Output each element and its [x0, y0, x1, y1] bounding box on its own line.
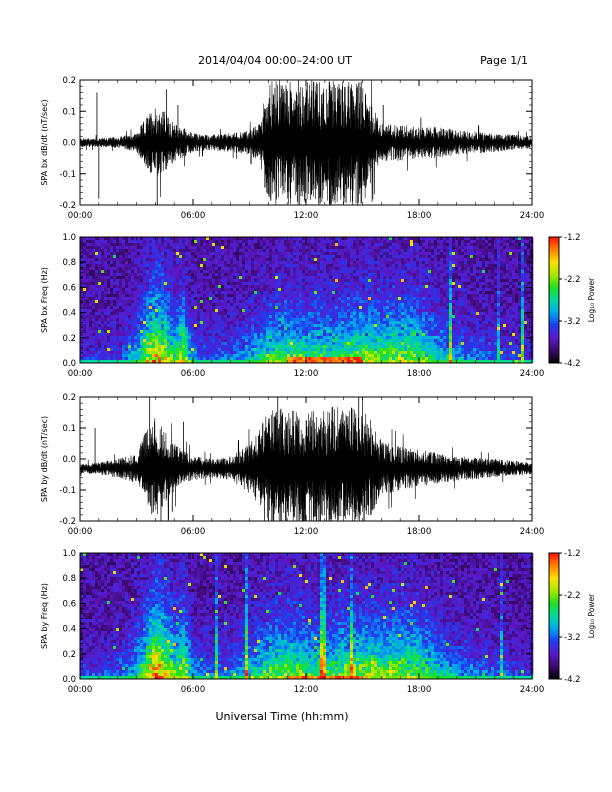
y-axis-label: SPA by dB/dt (nT/sec): [40, 416, 49, 502]
x-tick-label: 24:00: [520, 369, 545, 379]
page-number: Page 1/1: [480, 54, 528, 67]
y-tick-label: 0.6: [62, 599, 76, 609]
colorbar-tick-label: -4.2: [564, 675, 581, 685]
colorbar: -1.2 -2.2 -3.2 -4.2 Log₁₀ Power: [548, 233, 596, 369]
waveform-trace: [80, 397, 532, 521]
colorbar-tick-label: -3.2: [564, 317, 581, 327]
colorbar-tick-label: -1.2: [564, 549, 581, 559]
x-tick-label: 00:00: [68, 211, 93, 221]
x-tick-label: 12:00: [294, 685, 319, 695]
y-tick-label: 0.2: [62, 393, 76, 403]
y-tick-label: 0.4: [62, 309, 76, 319]
x-tick-label: 24:00: [520, 685, 545, 695]
colorbar-tick-label: -3.2: [564, 633, 581, 643]
panel-by-spectrogram: 1.0 0.8 0.6 0.4 0.2 0.000:00 06:00 12:00 18:00 24…: [40, 549, 596, 695]
x-tick-label: 18:00: [407, 527, 432, 537]
x-tick-label: 00:00: [68, 527, 93, 537]
x-tick-label: 18:00: [407, 369, 432, 379]
x-tick-label: 12:00: [294, 211, 319, 221]
y-tick-label: 0.2: [62, 650, 76, 660]
spectrogram-cells: [80, 553, 534, 680]
y-tick-label: 1.0: [62, 549, 76, 559]
y-tick-label: 0.1: [62, 107, 76, 117]
y-tick-label: -0.2: [59, 517, 76, 527]
colorbar-label: Log₁₀ Power: [587, 277, 596, 322]
y-tick-label: 0.4: [62, 625, 76, 635]
y-tick-label: 0.6: [62, 283, 76, 293]
x-tick-label: 12:00: [294, 527, 319, 537]
y-tick-label: 0.0: [62, 359, 76, 369]
figure-title: 2014/04/04 00:00–24:00 UT: [198, 54, 352, 67]
colorbar-tick-label: -2.2: [564, 591, 581, 601]
colorbar-frame: [548, 552, 560, 680]
x-tick-label: 06:00: [181, 527, 206, 537]
x-axis-label: Universal Time (hh:mm): [216, 710, 349, 723]
x-tick-label: 06:00: [181, 369, 206, 379]
y-tick-label: 0.1: [62, 424, 76, 434]
y-tick-label: 0.0: [62, 455, 76, 465]
x-tick-label: 00:00: [68, 369, 93, 379]
x-tick-label: 06:00: [181, 685, 206, 695]
y-axis-label: SPA bx Freq (Hz): [40, 267, 49, 333]
y-tick-label: -0.1: [59, 170, 76, 180]
y-tick-label: 0.0: [62, 139, 76, 149]
x-tick-label: 00:00: [68, 685, 93, 695]
y-tick-label: 0.8: [62, 258, 76, 268]
colorbar-tick-label: -4.2: [564, 359, 581, 369]
y-tick-label: 0.2: [62, 76, 76, 86]
colorbar-label: Log₁₀ Power: [587, 593, 596, 638]
colorbar: -1.2 -2.2 -3.2 -4.2 Log₁₀ Power: [548, 549, 596, 685]
y-tick-label: -0.2: [59, 201, 76, 211]
colorbar-tick-label: -1.2: [564, 233, 581, 243]
x-tick-label: 18:00: [407, 685, 432, 695]
y-tick-label: 0.0: [62, 675, 76, 685]
y-tick-label: 0.2: [62, 334, 76, 344]
y-tick-label: -0.1: [59, 486, 76, 496]
y-axis-label: SPA by Freq (Hz): [40, 583, 49, 649]
panel-bx-waveform: 0.2 0.1 0.0 -0.1 -0.200:00 06:00 12:00 18:00 24:…: [40, 76, 545, 221]
y-axis-label: SPA bx dB/dt (nT/sec): [40, 99, 49, 185]
x-tick-label: 24:00: [520, 211, 545, 221]
y-tick-label: 0.8: [62, 574, 76, 584]
x-tick-label: 18:00: [407, 211, 432, 221]
y-tick-label: 1.0: [62, 233, 76, 243]
panel-by-waveform: 0.2 0.1 0.0 -0.1 -0.200:00 06:00 12:00 18:00 24:…: [40, 393, 545, 537]
colorbar-frame: [548, 236, 560, 364]
panels: 0.20.10.0-0.1-0.200:00 06:00 12:00 18:00 24:…: [40, 76, 596, 695]
waveform-trace: [80, 80, 532, 205]
panel-bx-spectrogram: 1.0 0.8 0.6 0.4 0.2 0.000:00 06:00 12:00 18:00 24…: [40, 233, 596, 379]
x-tick-label: 06:00: [181, 211, 206, 221]
x-tick-label: 12:00: [294, 369, 319, 379]
colorbar-tick-label: -2.2: [564, 275, 581, 285]
x-tick-label: 24:00: [520, 527, 545, 537]
spectrogram-cells: [80, 237, 534, 364]
